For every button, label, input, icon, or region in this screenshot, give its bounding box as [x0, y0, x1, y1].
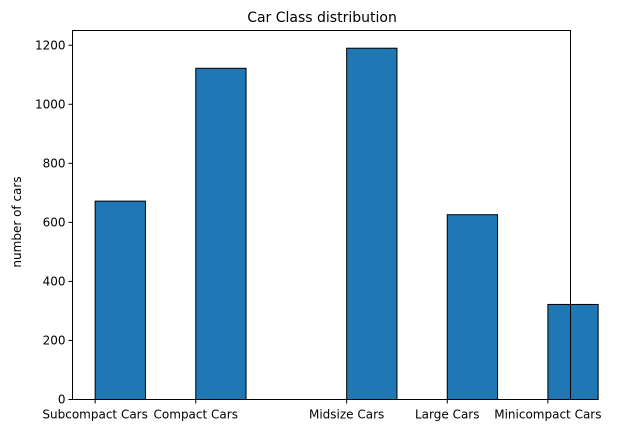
bar-1	[195, 67, 247, 400]
x-tick-label-1: Compact Cars	[154, 408, 238, 422]
bar-2	[346, 47, 398, 400]
x-tick-label-0: Subcompact Cars	[42, 408, 147, 422]
y-tick-label-6: 1200	[35, 38, 66, 52]
bars-group	[94, 47, 599, 400]
y-ticks-group: 0 200 400 600 800 1000 1200	[35, 38, 73, 407]
chart-title: Car Class distribution	[247, 10, 397, 26]
y-tick-label-3: 600	[43, 215, 66, 229]
y-tick-label-2: 400	[43, 274, 66, 288]
y-tick-label-5: 1000	[35, 97, 66, 111]
x-tick-label-2: Midsize Cars	[309, 408, 384, 422]
bar-4	[547, 303, 599, 400]
plot-frame	[72, 30, 571, 400]
x-ticks-group: Subcompact Cars Compact Cars Midsize Cars L…	[42, 399, 601, 422]
x-tick-label-4: Minicompact Cars	[494, 408, 601, 422]
y-tick-label-0: 0	[58, 393, 66, 407]
y-axis-label: number of cars	[10, 176, 24, 267]
y-tick-label-1: 200	[43, 333, 66, 347]
y-tick-label-4: 800	[43, 156, 66, 170]
bar-0	[94, 200, 146, 400]
x-tick-label-3: Large Cars	[415, 408, 480, 422]
bar-3	[446, 214, 499, 400]
